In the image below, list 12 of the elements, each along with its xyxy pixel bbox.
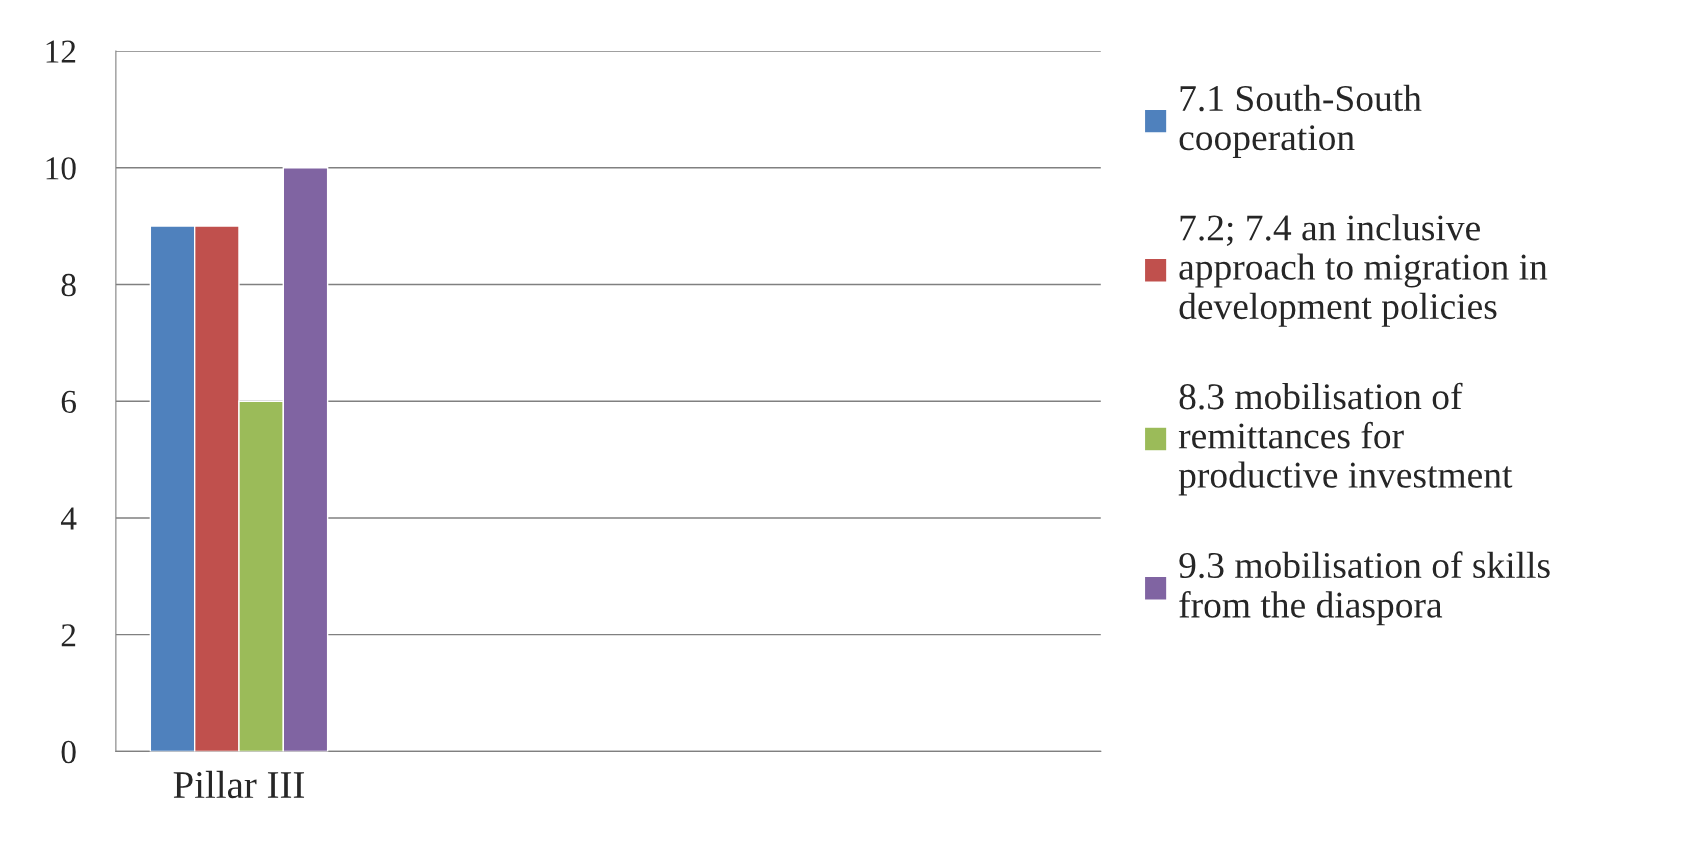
legend-label: 7.1 South-South cooperation bbox=[1179, 84, 1422, 158]
legend-label: 9.3 mobilisation of skills from the diaspora bbox=[1179, 551, 1550, 626]
y-tick-label: 0 bbox=[61, 740, 76, 764]
x-tick-label: Pillar III bbox=[173, 770, 305, 799]
y-tick-label: 12 bbox=[46, 40, 76, 63]
legend-label: 8.3 mobilisation of remittances for productive investment bbox=[1178, 382, 1513, 496]
y-tick-label: 6 bbox=[61, 390, 76, 414]
y-tick-label: 8 bbox=[61, 273, 76, 297]
y-tick-label: 10 bbox=[46, 157, 76, 180]
legend-label: 7.2; 7.4 an inclusive approach to migration in development policies bbox=[1179, 214, 1548, 327]
y-tick-label: 4 bbox=[60, 507, 77, 530]
y-tick-label: 2 bbox=[61, 624, 76, 647]
